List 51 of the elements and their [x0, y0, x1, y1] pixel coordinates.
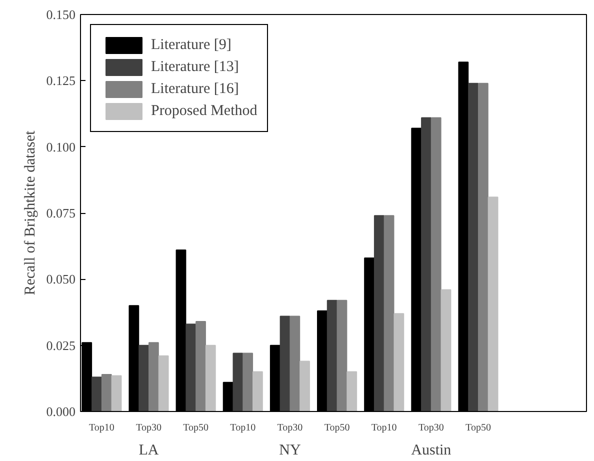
bar — [111, 375, 122, 412]
text: Austin — [411, 442, 452, 458]
y-tick-label: 0.000 — [46, 404, 76, 419]
bar — [242, 352, 254, 412]
y-tick-label: 0.025 — [46, 338, 76, 353]
bar — [252, 371, 263, 412]
legend-label: Literature [16] — [151, 80, 239, 98]
text: NY — [279, 442, 301, 458]
bar — [300, 360, 310, 412]
x-tick-label: Top10 — [230, 422, 256, 434]
y-axis-title: Recall of Brightkite dataset — [22, 130, 38, 296]
bar — [326, 300, 338, 412]
bar — [488, 196, 498, 412]
bar — [336, 300, 348, 412]
x-tick-label: Top10 — [88, 422, 114, 434]
x-tick-label: Top50 — [466, 422, 491, 434]
y-tick-label: 0.150 — [46, 7, 76, 22]
x-tick-label: Top50 — [324, 422, 350, 434]
bar — [92, 376, 102, 412]
bar — [138, 344, 150, 412]
bar — [394, 313, 404, 412]
bar — [158, 355, 169, 412]
y-tick-label: 0.100 — [46, 139, 76, 154]
legend-label: Literature [9] — [151, 36, 232, 54]
x-tick-label: Top30 — [277, 422, 303, 434]
bar — [384, 215, 394, 412]
bar — [430, 117, 442, 412]
x-tick-label: Top50 — [183, 422, 209, 434]
y-tick-label: 0.050 — [46, 272, 76, 287]
bar — [280, 316, 290, 412]
bar — [468, 82, 478, 412]
bar — [101, 374, 112, 412]
bar — [186, 324, 196, 412]
bar — [346, 371, 358, 412]
y-tick-label: 0.125 — [46, 73, 76, 88]
bar — [374, 215, 384, 412]
bar — [440, 289, 452, 412]
x-tick-label: Top30 — [136, 422, 162, 434]
bar — [148, 342, 159, 412]
bar — [232, 352, 244, 412]
text: LA — [138, 442, 159, 458]
bar — [205, 344, 216, 412]
bar — [196, 321, 206, 412]
x-tick-label: Top30 — [418, 422, 444, 434]
bar — [421, 117, 432, 412]
bar — [290, 316, 300, 412]
bar — [478, 82, 488, 412]
y-tick-label: 0.075 — [46, 206, 76, 220]
legend-label: Proposed Method — [151, 102, 258, 120]
x-tick-label: Top10 — [371, 422, 397, 434]
legend-label: Literature [13] — [151, 58, 239, 76]
